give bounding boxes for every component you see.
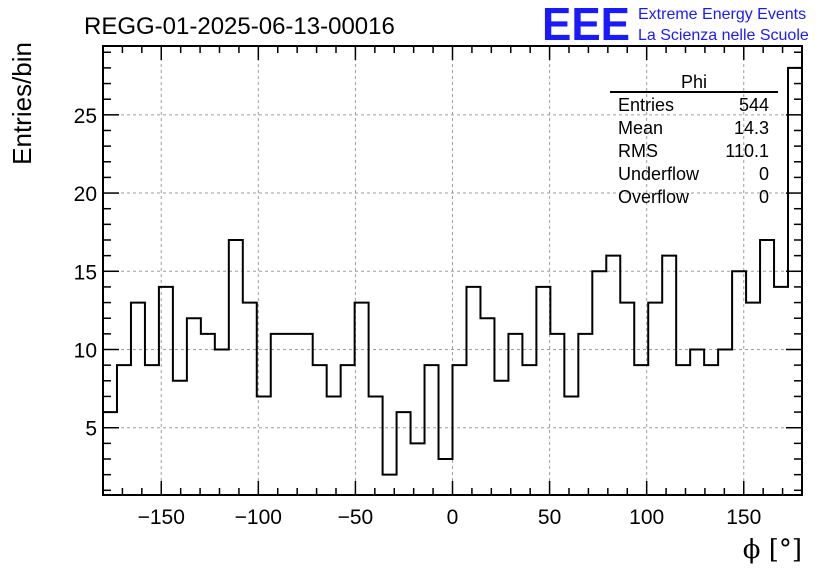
logo-mark: EEE: [542, 0, 630, 50]
tick-labels: −150 −100 −50 0 50 100 150 5 10 15 20 25: [74, 105, 762, 529]
x-tick-label: −50: [338, 506, 374, 529]
grid-lines: [103, 46, 802, 495]
axis-ticks: [103, 46, 802, 495]
chart-title: REGG-01-2025-06-13-00016: [84, 13, 395, 40]
x-axis-label: ϕ [°]: [743, 535, 802, 565]
y-axis-label: Entries/bin: [7, 42, 37, 165]
stats-label-overflow: Overflow: [618, 187, 690, 207]
stats-title: Phi: [681, 72, 707, 92]
x-tick-label: 100: [629, 506, 664, 529]
x-tick-label: 0: [447, 506, 459, 529]
x-tick-label: 50: [538, 506, 561, 529]
stats-label-entries: Entries: [618, 95, 674, 115]
stats-box: Phi Entries 544 Mean 14.3 RMS 110.1 Unde…: [610, 72, 778, 207]
y-tick-label: 20: [74, 183, 97, 206]
y-tick-label: 15: [74, 261, 97, 284]
stats-value-entries: 544: [739, 95, 769, 115]
y-tick-label: 10: [74, 340, 97, 363]
stats-label-mean: Mean: [618, 118, 663, 138]
histogram-bins: [102, 66, 803, 495]
histogram-outline: [102, 66, 803, 495]
stats-value-mean: 14.3: [734, 118, 769, 138]
stats-value-rms: 110.1: [725, 141, 769, 161]
logo-line-2: La Scienza nelle Scuole: [638, 27, 809, 44]
stats-value-overflow: 0: [759, 187, 769, 207]
eee-logo: EEE Extreme Energy Events La Scienza nel…: [542, 0, 809, 50]
x-tick-label: 150: [726, 506, 761, 529]
y-tick-label: 25: [74, 105, 97, 128]
y-tick-label: 5: [85, 418, 97, 441]
stats-label-rms: RMS: [618, 141, 658, 161]
stats-label-underflow: Underflow: [618, 164, 700, 184]
x-tick-label: −150: [138, 506, 185, 529]
x-tick-label: −100: [235, 506, 282, 529]
logo-line-1: Extreme Energy Events: [638, 6, 806, 23]
stats-value-underflow: 0: [759, 164, 769, 184]
